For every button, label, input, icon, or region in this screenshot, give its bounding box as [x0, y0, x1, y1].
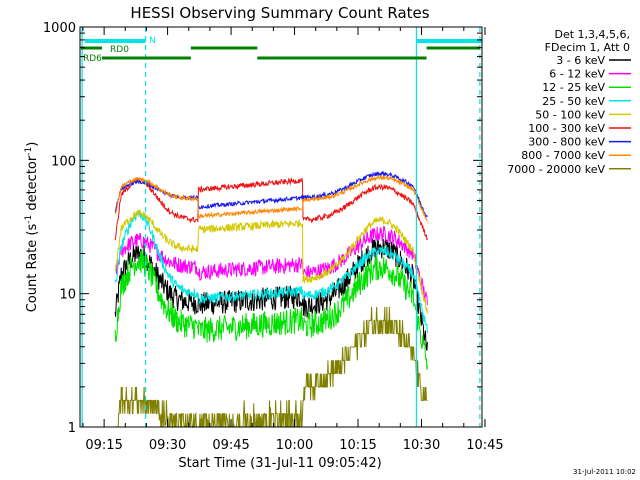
- x-tick-label: 10:45: [466, 438, 503, 453]
- legend-entry: 7000 - 20000 keV: [507, 163, 605, 176]
- y-axis-label-sup1: -1: [24, 215, 34, 224]
- legend: Det 1,3,4,5,6,FDecim 1, Att 03 - 6 keV6 …: [507, 28, 631, 176]
- legend-entry: 12 - 25 keV: [542, 81, 605, 94]
- series-layer: [115, 172, 427, 427]
- x-tick-label: 09:15: [85, 438, 122, 453]
- y-tick-label: 1000: [43, 21, 76, 36]
- y-axis-label-mid: detector: [25, 155, 40, 215]
- x-tick-label: 10:00: [276, 438, 313, 453]
- legend-entry: 100 - 300 keV: [528, 122, 605, 135]
- night-label: N: [149, 36, 156, 46]
- count-rate-chart: HESSI Observing Summary Count Rates N RD0…: [0, 0, 640, 480]
- legend-entry: 800 - 7000 keV: [521, 149, 605, 162]
- annotation-layer: N RD0 RD6: [81, 27, 482, 427]
- timestamp: 31-Jul-2011 10:02: [573, 468, 636, 476]
- y-axis-label: Count Rate (s-1 detector-1): [24, 142, 40, 313]
- legend-entry: 50 - 100 keV: [535, 108, 605, 121]
- x-axis-label: Start Time (31-Jul-11 09:05:42): [178, 456, 381, 471]
- legend-header: Det 1,3,4,5,6,: [554, 28, 630, 41]
- y-tick-label: 10: [59, 288, 76, 303]
- legend-header: FDecim 1, Att 0: [545, 41, 630, 54]
- x-tick-label: 10:15: [339, 438, 376, 453]
- x-tick-label: 09:30: [149, 438, 186, 453]
- y-axis-label-end: ): [25, 142, 40, 147]
- legend-entry: 25 - 50 keV: [542, 95, 605, 108]
- x-tick-label: 10:30: [403, 438, 440, 453]
- x-tick-label: 09:45: [212, 438, 249, 453]
- y-axis-label-sup2: -1: [24, 147, 34, 156]
- y-tick-label: 100: [51, 154, 76, 169]
- legend-entry: 300 - 800 keV: [528, 136, 605, 149]
- y-tick-label: 1: [68, 421, 76, 436]
- legend-entry: 6 - 12 keV: [549, 68, 605, 81]
- y-axis-label-main: Count Rate (s: [25, 224, 40, 313]
- chart-title: HESSI Observing Summary Count Rates: [130, 4, 429, 22]
- rd6-label: RD6: [83, 54, 102, 64]
- legend-entry: 3 - 6 keV: [556, 54, 605, 67]
- rd0-label: RD0: [110, 45, 129, 55]
